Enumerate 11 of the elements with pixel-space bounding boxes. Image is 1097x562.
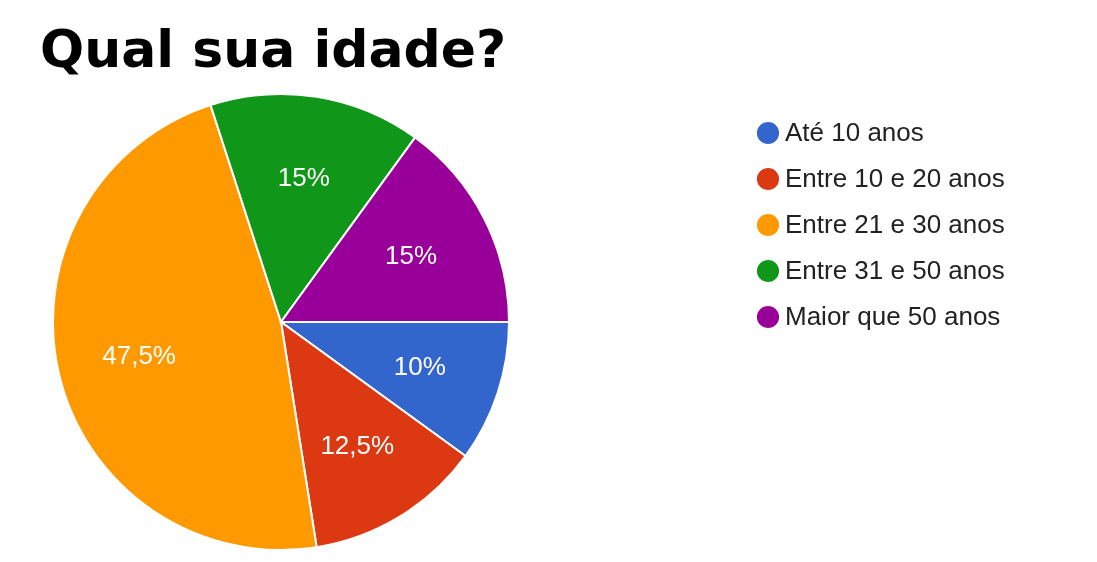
data-label: 15% bbox=[277, 161, 330, 192]
data-label: 15% bbox=[384, 239, 438, 270]
data-label: 47,5% bbox=[102, 340, 176, 371]
data-label: 10% bbox=[393, 351, 446, 382]
legend-label: Entre 31 e 50 anos bbox=[785, 255, 1005, 285]
legend-label: Entre 21 e 30 anos bbox=[785, 209, 1005, 239]
legend-label: Entre 10 e 20 anos bbox=[785, 163, 1005, 193]
chart-title: Qual sua idade? bbox=[40, 19, 507, 79]
legend-label: Maior que 50 anos bbox=[785, 301, 1001, 331]
data-label: 12,5% bbox=[320, 430, 395, 461]
legend-label: Até 10 anos bbox=[785, 117, 924, 147]
